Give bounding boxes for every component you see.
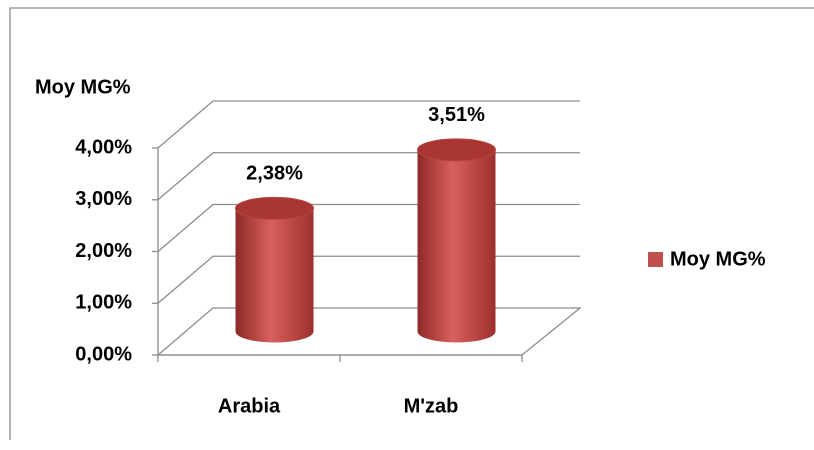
grid-line xyxy=(156,307,582,356)
cylinder-top xyxy=(417,138,496,162)
cylinder-top xyxy=(235,196,314,220)
cylinder-body xyxy=(417,149,496,343)
grid-line xyxy=(157,203,580,252)
y-tick-label: 3,00% xyxy=(75,188,132,210)
y-axis-title: Moy MG% xyxy=(35,76,131,98)
legend-swatch xyxy=(648,252,663,267)
x-tick-label: M'zab xyxy=(404,395,459,417)
value-label: 3,51% xyxy=(428,104,485,126)
grid-line xyxy=(157,100,580,149)
cylinder-body xyxy=(235,208,314,343)
y-tick-label: 2,00% xyxy=(75,240,132,262)
chart-frame xyxy=(9,7,814,440)
grid-line xyxy=(157,152,580,201)
y-tick-label: 1,00% xyxy=(75,292,132,314)
y-tick-label: 0,00% xyxy=(75,343,132,365)
legend-label: Moy MG% xyxy=(670,248,766,270)
grid-line xyxy=(157,255,580,304)
y-tick-label: 4,00% xyxy=(75,136,132,158)
value-label: 2,38% xyxy=(246,163,303,185)
x-tick-label: Arabia xyxy=(218,395,281,417)
